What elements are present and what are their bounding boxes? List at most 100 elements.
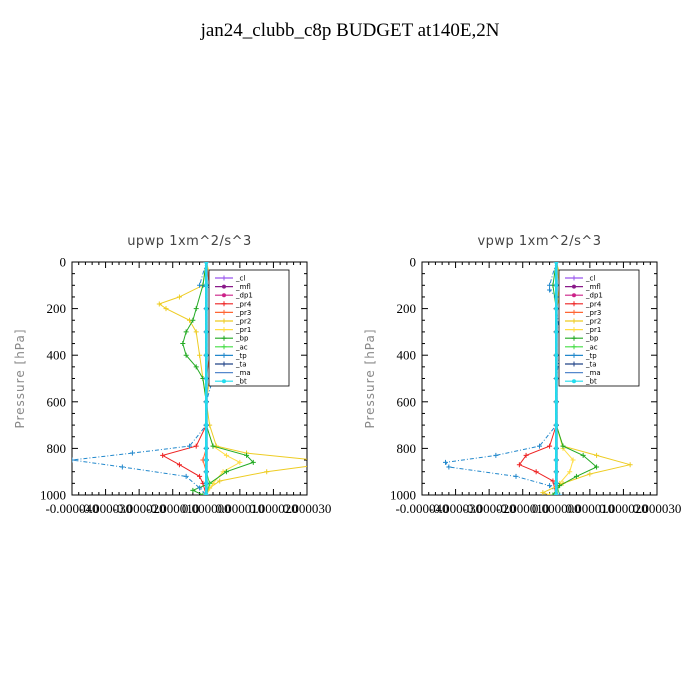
series-point — [204, 469, 209, 474]
series-group — [443, 262, 633, 495]
series-point — [554, 353, 559, 358]
x-tick-label: -0.000010 — [496, 501, 549, 516]
series-point — [193, 443, 199, 449]
legend-marker — [572, 284, 576, 289]
x-tick-label: -0.000010 — [146, 501, 199, 516]
series-point — [547, 492, 553, 495]
y-tick-label: 0 — [60, 255, 67, 270]
series-point — [176, 294, 182, 300]
series-point — [570, 457, 576, 463]
y-tick-label: 200 — [397, 301, 417, 316]
series-point — [183, 329, 189, 335]
series-point — [204, 329, 209, 334]
series-point — [537, 443, 542, 449]
legend-box — [558, 269, 640, 387]
series-point — [580, 452, 586, 458]
series-point — [554, 423, 559, 428]
series-point — [513, 473, 519, 479]
series-point — [523, 452, 529, 458]
series-point — [443, 459, 448, 465]
x-tick-label: -0.000040 — [395, 501, 448, 516]
series-point — [547, 287, 553, 293]
series-point — [554, 306, 559, 311]
x-tick-label: 0.000020 — [599, 501, 648, 516]
series-point — [557, 483, 563, 489]
series-line-pr4 — [518, 262, 557, 495]
series-point — [567, 469, 573, 475]
series-point — [554, 399, 559, 404]
series-point — [187, 443, 192, 449]
x-tick-label: -0.000030 — [79, 501, 132, 516]
chart-title: vpwp 1xm^2/s^3 — [477, 234, 601, 249]
series-point — [193, 306, 199, 312]
series-point — [554, 262, 559, 264]
legend-marker — [571, 309, 577, 315]
x-tick-label: -0.000030 — [429, 501, 482, 516]
legend-label: _pr4 — [235, 300, 252, 308]
series-point — [204, 283, 209, 288]
legend-label: _pr3 — [585, 309, 601, 317]
legend-label: _ta — [585, 361, 597, 369]
y-tick-label: 0 — [410, 255, 417, 270]
legend-label: _pr2 — [585, 318, 601, 326]
series-point — [197, 282, 203, 288]
x-tick-label: 0.000010 — [215, 501, 264, 516]
page-title: jan24_clubb_c8p BUDGET at140E,2N — [200, 20, 500, 41]
legend-marker — [221, 344, 227, 350]
series-point — [217, 478, 223, 484]
legend-marker — [221, 301, 227, 307]
legend-label: _mfl — [235, 283, 251, 291]
legend-label: _pr1 — [585, 326, 601, 334]
series-point — [627, 462, 633, 468]
series-line-tp — [444, 262, 561, 495]
y-tick-label: 600 — [397, 394, 417, 409]
series-point — [160, 452, 166, 458]
legend-label: _ma — [585, 369, 601, 377]
series-point — [587, 471, 593, 477]
series-point — [573, 473, 579, 479]
chart-panel-2: vpwp 1xm^2/s^3 Pressure [hPa] 0 200 400 600 80… — [363, 234, 681, 516]
series-point — [197, 485, 203, 491]
series-point — [119, 464, 125, 470]
x-tick-label: 0.000000 — [182, 501, 231, 516]
legend-marker — [221, 309, 227, 315]
series-point — [250, 459, 256, 465]
legend-marker — [571, 275, 577, 281]
x-tick-label: 0.000000 — [532, 501, 581, 516]
series-point — [204, 353, 209, 358]
chart-panel-1: upwp 1xm^2/s^3 Pressure [hPa] 0 200 400 600 80… — [13, 234, 331, 516]
legend-label: _bp — [585, 335, 599, 343]
legend-marker — [221, 327, 227, 333]
legend-label: _ac — [235, 343, 248, 351]
legend-box — [208, 269, 290, 387]
series-point — [446, 464, 452, 470]
legend-marker — [571, 352, 577, 358]
series-point — [204, 481, 209, 486]
legend-marker — [571, 361, 577, 367]
y-tick-label: 400 — [47, 348, 67, 363]
legend-label: _ac — [585, 343, 598, 351]
x-tick-label: -0.000040 — [45, 501, 98, 516]
series-point — [594, 464, 600, 470]
legend-label: _bt — [235, 378, 247, 386]
legend-marker — [221, 352, 227, 358]
x-tick-label: 0.000020 — [249, 501, 298, 516]
series-point — [554, 446, 559, 451]
series-point — [547, 483, 553, 489]
series-group — [72, 262, 307, 495]
series-point — [223, 452, 229, 458]
series-point — [554, 283, 559, 288]
legend-label: _cl — [235, 275, 245, 283]
series-point — [550, 478, 556, 484]
series-point — [204, 262, 209, 264]
series-point — [594, 452, 600, 458]
y-axis-label: Pressure [hPa] — [363, 328, 377, 428]
series-point — [560, 443, 566, 449]
series-point — [180, 341, 186, 347]
series-point — [72, 457, 75, 463]
legend-marker — [571, 335, 577, 341]
x-tick-label: -0.000020 — [463, 501, 516, 516]
legend-marker — [221, 318, 227, 324]
series-point — [554, 458, 559, 463]
